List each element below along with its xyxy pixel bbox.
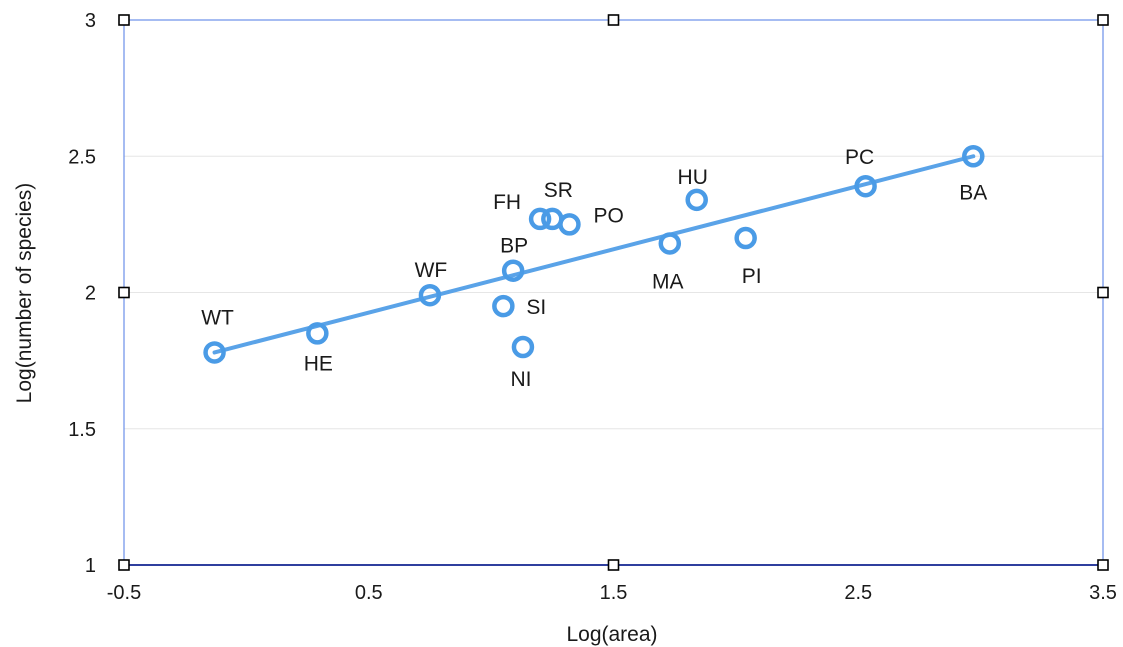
point-label-sr: SR: [544, 179, 573, 202]
resize-handle: [1097, 14, 1109, 26]
tick-labels-layer: -0.5 0.5 1.5 2.5 3.5 1 1.5 2 2.5 3: [68, 10, 1117, 604]
grid-layer: [124, 155, 1103, 430]
point-label-pc: PC: [845, 146, 874, 169]
y-tick-label: 3: [85, 10, 96, 32]
resize-handle: [1097, 559, 1109, 571]
point-label-po: PO: [593, 204, 623, 227]
x-tick-label: 1.5: [600, 582, 628, 604]
point-label-ba: BA: [959, 181, 987, 204]
y-tick-label: 2: [85, 283, 96, 305]
selection-handles: [118, 14, 1109, 571]
data-point-fh: [528, 207, 552, 231]
data-point-pc: [854, 174, 877, 198]
point-label-fh: FH: [493, 191, 521, 214]
resize-handle: [607, 559, 620, 571]
points-layer: [203, 145, 985, 364]
point-label-wt: WT: [201, 306, 234, 329]
data-point-he: [306, 322, 329, 345]
point-label-wf: WF: [415, 259, 448, 282]
x-tick-label: 3.5: [1089, 582, 1117, 604]
data-point-si: [492, 294, 515, 318]
point-label-hu: HU: [678, 166, 708, 189]
data-point-bp: [501, 259, 525, 282]
data-point-ni: [511, 335, 535, 359]
x-tick-label: -0.5: [107, 582, 141, 604]
data-point-po: [558, 213, 581, 236]
data-point-wt: [203, 341, 226, 364]
y-tick-label: 2.5: [68, 146, 96, 168]
point-label-pi: PI: [742, 265, 762, 288]
resize-handle: [118, 559, 130, 571]
point-label-bp: BP: [500, 235, 528, 258]
y-tick-label: 1: [85, 555, 96, 577]
y-axis-title: Log(number of species): [13, 183, 36, 404]
resize-handle: [118, 14, 130, 26]
x-tick-label: 0.5: [355, 582, 383, 604]
resize-handle: [607, 14, 620, 26]
data-point-hu: [685, 188, 708, 212]
point-label-si: SI: [526, 296, 546, 319]
resize-handle: [118, 286, 130, 299]
point-label-ni: NI: [510, 368, 531, 391]
data-point-ba: [962, 145, 985, 168]
resize-handle: [1097, 286, 1109, 299]
trendline: [212, 154, 976, 355]
data-point-ma: [658, 232, 682, 255]
data-point-wf: [418, 283, 442, 307]
point-label-ma: MA: [652, 270, 684, 293]
trendline-layer: [212, 154, 976, 355]
y-tick-label: 1.5: [68, 419, 96, 441]
x-tick-label: 2.5: [844, 582, 872, 604]
x-axis-title: Log(area): [566, 623, 657, 646]
point-label-he: HE: [304, 352, 333, 375]
data-point-pi: [734, 226, 757, 250]
point-labels-layer: WT HE WF BP SI NI FH SR PO MA HU PI PC BA: [201, 146, 987, 391]
